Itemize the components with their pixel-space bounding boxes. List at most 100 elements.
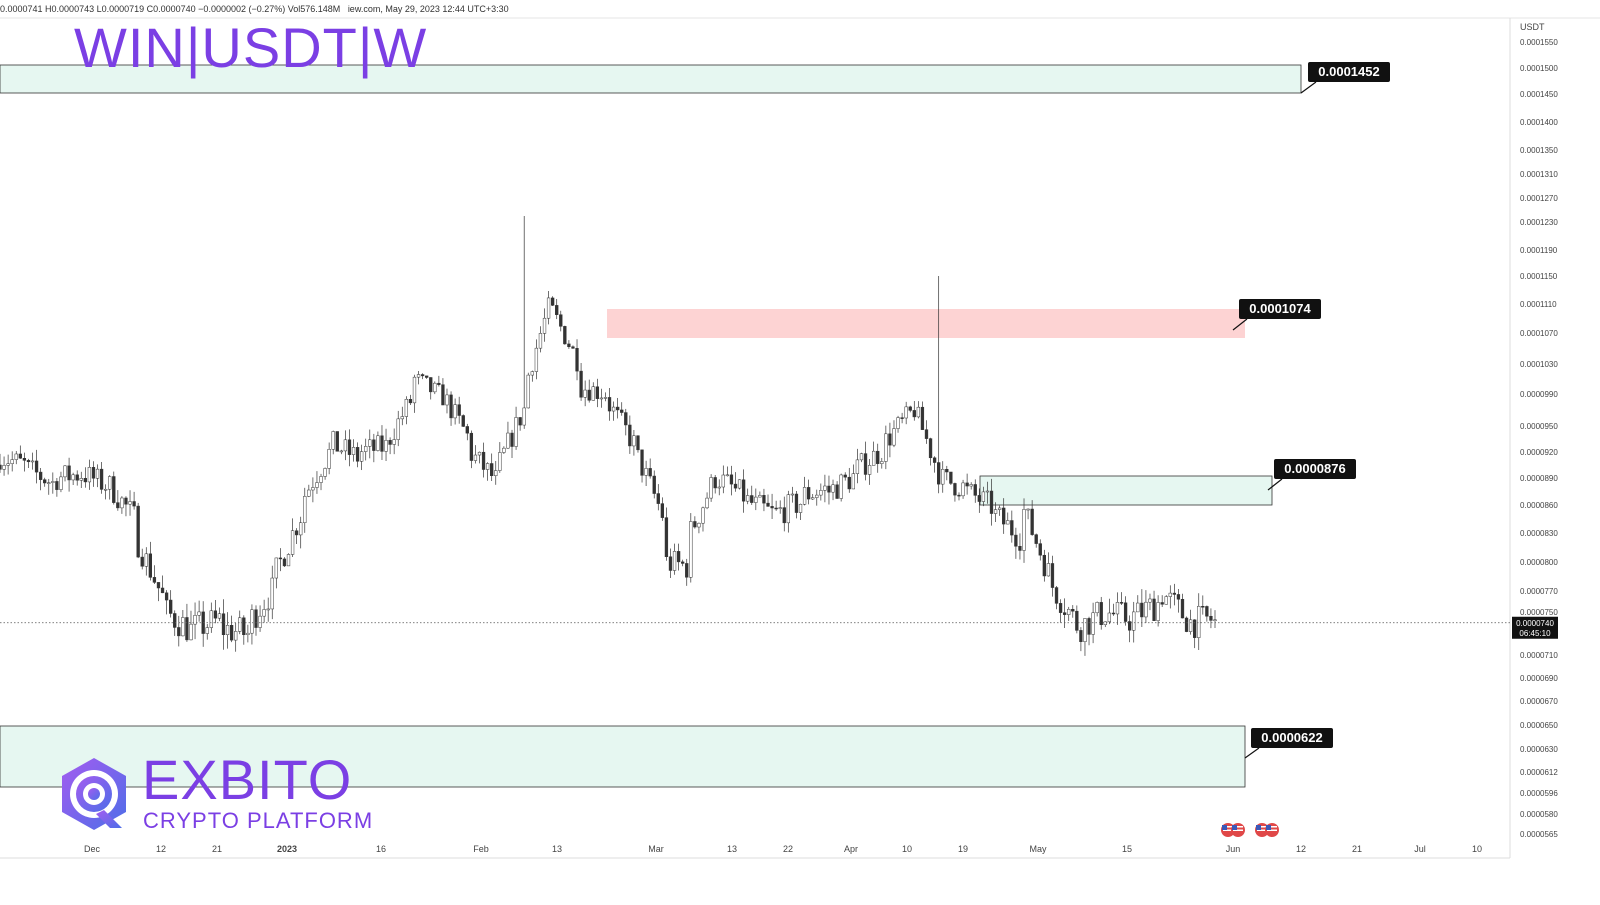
candle-body [603,397,608,399]
candle-body [741,479,746,502]
candle-body [754,496,758,503]
zone-price-label: 0.0000622 [1261,730,1322,745]
candle-body [729,474,734,485]
candle-body [815,494,819,498]
time-tick-label: 19 [958,844,968,854]
candle-body [847,476,851,490]
candle-body [1115,602,1120,615]
candle-body [1071,608,1075,612]
candle-body [254,609,258,628]
candle-body [1156,602,1160,621]
candle-body [173,613,177,628]
candle-body [892,428,896,446]
source-timestamp: iew.com, May 29, 2023 12:44 UTC+3:30 [347,4,509,14]
candle-body [766,502,770,507]
candle-body [1201,606,1205,608]
candle-body [229,625,234,641]
candle-body [364,446,368,452]
candle-body [1034,534,1038,544]
candle-body [2,465,6,470]
candle-body [949,471,953,484]
candle-body [425,375,429,378]
candle-body [1103,621,1107,625]
candle-body [1164,596,1168,605]
candle-body [71,474,75,481]
price-axis[interactable]: 0.0001550 0.0001500 0.0001450 0.0001400 0.00… [1520,38,1558,839]
candle-body [347,439,352,455]
candle-body [1136,602,1140,613]
candle-body [160,587,165,594]
supply-zone[interactable] [607,309,1245,338]
candle-body [278,557,283,560]
price-tick-label: 0.0001270 [1520,194,1558,203]
candle-body [912,410,916,418]
time-axis[interactable]: Dec 12 21 2023 16 Feb 13 Mar 13 22 Apr 10 19 May 15 Jun… [84,844,1482,854]
resistance-zone-top[interactable] [0,64,1302,94]
candle-body [148,553,153,578]
candle-body [957,494,961,497]
candle-body [888,433,892,446]
candle-body [1152,598,1156,621]
current-price-tag [1512,616,1558,639]
candle-body [823,485,827,491]
support-zone-mid[interactable] [979,475,1273,506]
candle-body [713,477,717,489]
candle-body [343,439,348,452]
candle-body [811,497,815,500]
candle-body [315,482,319,488]
support-zone-bottom[interactable] [0,725,1246,788]
candle-body [997,507,1002,510]
candle-body [941,469,945,485]
candle-body [1107,612,1111,623]
candle-body [567,343,571,347]
us-flag-icon [1231,823,1245,837]
price-tick-label: 0.0000950 [1520,422,1558,431]
zone-price-label: 0.0000876 [1284,461,1345,476]
zone-price-label: 0.0001452 [1318,64,1379,79]
candle-body [319,476,323,483]
candle-body [835,484,839,499]
candle-body [701,507,705,524]
candle-body [571,346,575,349]
candle-body [1172,592,1177,595]
candle-body [465,426,469,434]
candle-body [693,521,697,528]
candle-body [652,475,656,494]
price-tick-label: 0.0001230 [1520,218,1558,227]
candle-body [217,613,222,619]
candle-body [429,377,433,393]
candle-body [376,435,380,451]
candle-body [806,487,811,500]
zone-labels-layer: 0.0001452 0.0001074 0.0000876 0.0000622 0.00… [0,62,1558,759]
time-tick-label: 21 [1352,844,1362,854]
candle-body [599,397,604,400]
candle-body [75,474,79,481]
candle-body [498,452,502,471]
candle-body [420,374,425,377]
candle-body [14,453,18,460]
candle-body [916,406,921,418]
candle-body [863,453,868,475]
brand-tagline: CRYPTO PLATFORM [143,808,374,833]
candle-body [872,450,876,466]
candle-body [782,507,786,524]
candle-body [778,507,782,509]
candle-body [303,496,307,523]
candle-body [55,481,59,490]
event-flags[interactable] [1220,822,1284,843]
candle-body [437,382,441,385]
candle-body [737,479,742,489]
candle-body [620,409,624,413]
candle-body [518,417,522,426]
candle-body [197,611,201,616]
price-tick-label: 0.0000800 [1520,558,1558,567]
candle-body [798,503,803,513]
candle-body [266,608,270,611]
candle-body [26,460,31,463]
candle-body [1026,508,1030,511]
time-tick-label: Jul [1414,844,1426,854]
candle-body [595,386,599,399]
candle-body [1095,602,1099,614]
time-tick-label: 12 [1296,844,1306,854]
